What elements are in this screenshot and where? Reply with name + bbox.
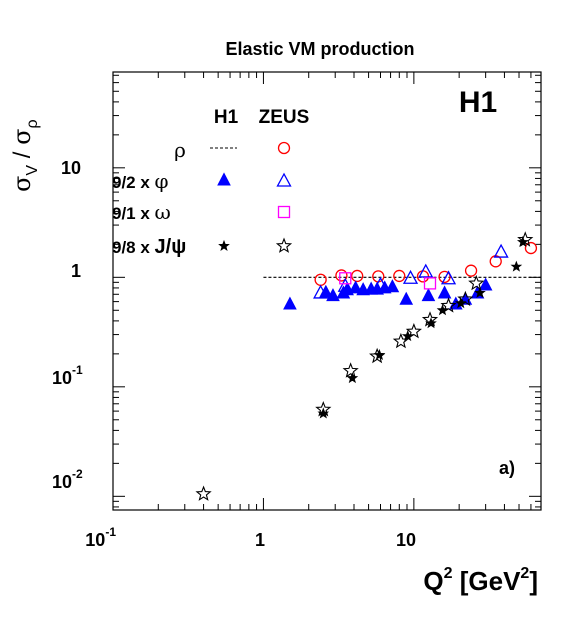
zeus-jpsi-point (421, 311, 439, 327)
zeus-phi-point (440, 270, 457, 285)
zeus-rho-point (393, 269, 406, 283)
h1-jpsi-point (401, 330, 414, 342)
h1-phi-point (399, 291, 414, 305)
legend-header-h1: H1 (214, 107, 239, 128)
plot-frame (112, 71, 542, 511)
x-tick-label: 10 (396, 530, 416, 550)
zeus-jpsi-point (517, 231, 534, 247)
x-tick-label: 10-1 (85, 525, 116, 550)
zeus-phi-point (337, 277, 353, 292)
h1-phi-point (421, 288, 436, 302)
zeus-rho-point (314, 273, 327, 286)
zeus-phi-point (372, 276, 389, 291)
legend-row-label: 9/1 x ω (112, 200, 171, 224)
legend-zeus-rho-marker (277, 141, 291, 155)
legend-row-label: ρ (174, 138, 186, 162)
legend-h1-phi-marker (217, 172, 231, 186)
zeus-rho-point (335, 269, 348, 282)
x-tick-labels: 10-1 1 10 (85, 525, 416, 550)
y-tick-label: 10 (61, 158, 81, 178)
legend-h1-jpsi-marker (218, 239, 230, 251)
zeus-jpsi-point (342, 362, 359, 378)
h1-phi-point (348, 280, 363, 294)
zeus-phi-point (402, 269, 419, 284)
zeus-rho-point (438, 270, 451, 283)
h1-phi-point (326, 288, 340, 302)
zeus-jpsi-point (315, 401, 332, 417)
zeus-jpsi-point (440, 297, 457, 313)
zeus-phi-point (418, 263, 434, 278)
h1-phi-point (283, 296, 297, 310)
zeus-phi-point (493, 243, 509, 258)
legend-zeus-omega-marker (277, 205, 291, 219)
y-tick-label: 10-1 (52, 363, 83, 388)
zeus-omega-point (339, 272, 352, 285)
legend-zeus-jpsi-marker (275, 237, 293, 253)
x-axis-title: Q2 [GeV2] (423, 565, 538, 596)
y-axis-title: σV / σρ (8, 119, 41, 192)
h1-phi-point (478, 277, 493, 291)
x-tick-label: 1 (255, 530, 265, 550)
h1-jpsi-point (510, 260, 523, 272)
legend-row-label: 9/2 x φ (112, 169, 169, 193)
legend-markers (217, 141, 293, 253)
zeus-jpsi-point (468, 274, 485, 291)
panel-label: a) (499, 458, 515, 478)
data-markers (195, 231, 538, 501)
zeus-rho-point (351, 269, 364, 283)
legend-row-label: 9/8 x J/ψ (112, 236, 186, 258)
zeus-jpsi-point (369, 347, 386, 364)
h1-phi-point (385, 279, 400, 293)
zeus-jpsi-point (405, 322, 422, 339)
zeus-rho-point (524, 241, 538, 255)
y-tick-labels: 10-2 10-1 1 10 (52, 158, 83, 492)
zeus-rho-point (464, 264, 478, 277)
h1-phi-point (437, 285, 452, 299)
y-tick-label: 10-2 (52, 467, 83, 492)
experiment-label: H1 (459, 86, 497, 119)
chart-title: Elastic VM production (225, 39, 414, 59)
zeus-jpsi-point (457, 290, 474, 307)
zeus-jpsi-point (392, 332, 410, 349)
legend-header-zeus: ZEUS (259, 107, 310, 128)
y-tick-label: 1 (71, 261, 81, 281)
legend: H1 ZEUS ρ 9/2 x φ 9/1 x ω 9/8 x J/ψ (112, 107, 309, 258)
h1-jpsi-point (436, 304, 449, 316)
zeus-jpsi-point (195, 485, 212, 501)
h1-jpsi-point (474, 286, 486, 298)
zeus-omega-point (423, 277, 437, 290)
h1-jpsi-point (346, 372, 359, 384)
axis-ticks (112, 72, 542, 510)
legend-zeus-phi-marker (276, 172, 292, 187)
zeus-phi-point (313, 284, 329, 299)
h1-phi-point (319, 284, 333, 298)
